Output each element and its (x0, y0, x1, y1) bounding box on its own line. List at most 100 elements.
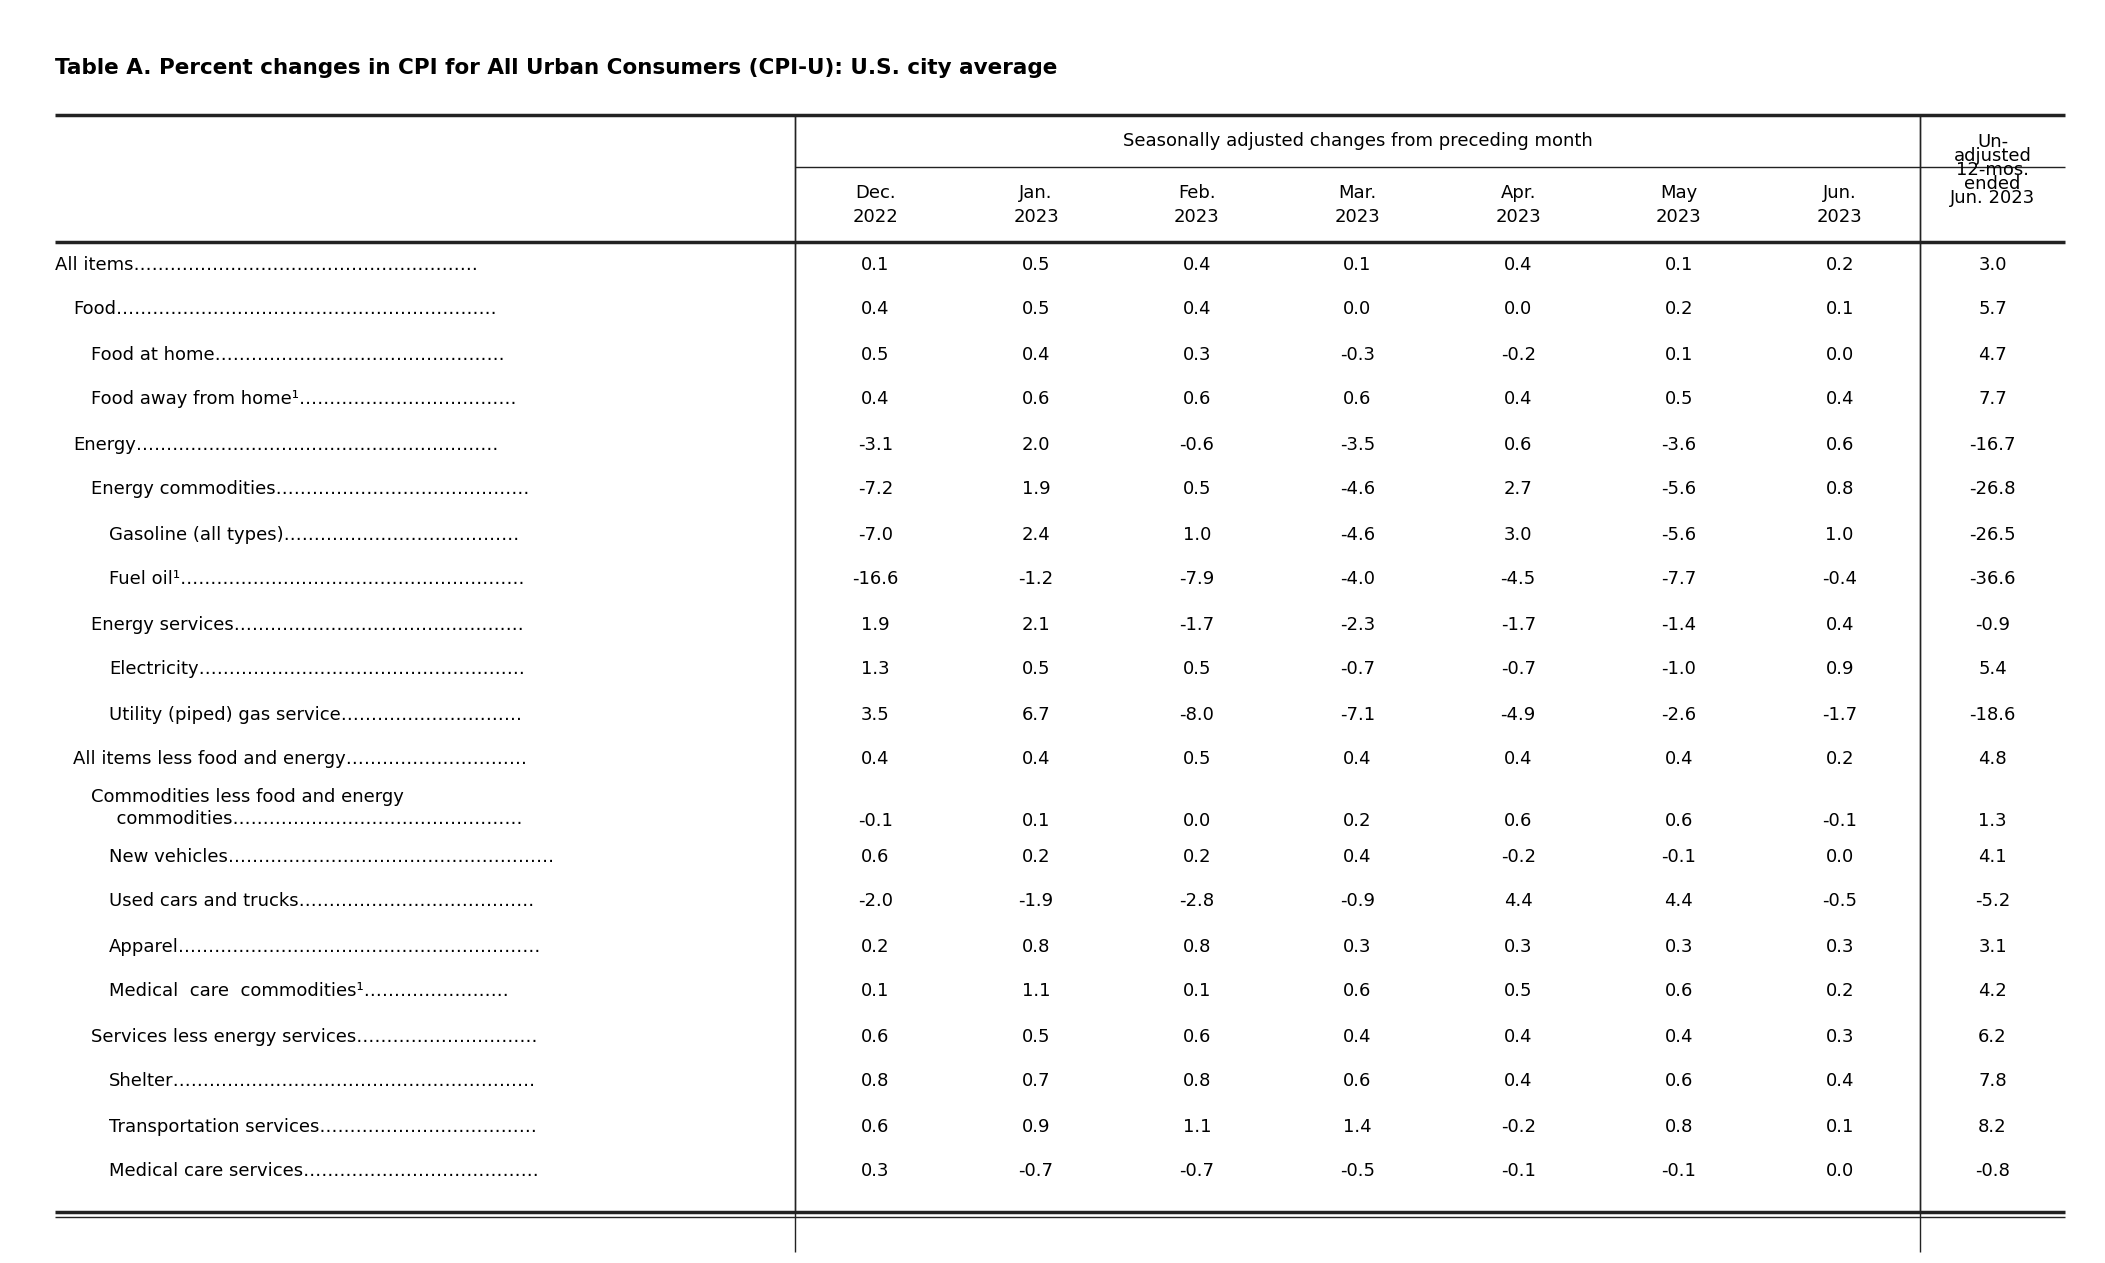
Text: 0.5: 0.5 (1183, 480, 1210, 499)
Text: Fuel oil¹…………………………………………………: Fuel oil¹………………………………………………… (109, 571, 524, 589)
Text: 0.0: 0.0 (1183, 812, 1210, 830)
Text: 3.1: 3.1 (1979, 937, 2006, 956)
Text: 0.3: 0.3 (1665, 937, 1692, 956)
Text: 0.7: 0.7 (1021, 1072, 1050, 1090)
Text: -3.6: -3.6 (1661, 436, 1697, 453)
Text: 0.0: 0.0 (1825, 847, 1855, 865)
Text: -4.5: -4.5 (1501, 571, 1537, 589)
Text: 0.2: 0.2 (1825, 750, 1855, 768)
Text: commodities…………………………………………: commodities………………………………………… (105, 810, 522, 829)
Text: 0.4: 0.4 (1021, 346, 1050, 364)
Text: 4.7: 4.7 (1979, 346, 2006, 364)
Text: 0.1: 0.1 (861, 255, 890, 274)
Text: 1.9: 1.9 (861, 615, 890, 634)
Text: Utility (piped) gas service…………………………: Utility (piped) gas service………………………… (109, 706, 522, 724)
Text: Food at home…………………………………………: Food at home………………………………………… (91, 346, 505, 364)
Text: 0.1: 0.1 (1665, 346, 1692, 364)
Text: 2023: 2023 (1335, 207, 1381, 226)
Text: -0.9: -0.9 (1341, 893, 1375, 911)
Text: All items less food and energy…………………………: All items less food and energy………………………… (74, 750, 526, 768)
Text: 0.6: 0.6 (1021, 390, 1050, 408)
Text: 2023: 2023 (1817, 207, 1863, 226)
Text: Used cars and trucks…………………………………: Used cars and trucks………………………………… (109, 893, 535, 911)
Text: -3.5: -3.5 (1341, 436, 1375, 453)
Text: 0.1: 0.1 (1665, 255, 1692, 274)
Text: 0.1: 0.1 (1183, 983, 1210, 1000)
Text: 0.3: 0.3 (1825, 937, 1855, 956)
Text: 0.4: 0.4 (1503, 390, 1532, 408)
Text: -1.2: -1.2 (1019, 571, 1055, 589)
Text: -16.6: -16.6 (853, 571, 899, 589)
Text: 4.4: 4.4 (1665, 893, 1692, 911)
Text: 2.0: 2.0 (1021, 436, 1050, 453)
Text: Medical  care  commodities¹……………………: Medical care commodities¹…………………… (109, 983, 509, 1000)
Text: 0.4: 0.4 (861, 301, 890, 318)
Text: 1.4: 1.4 (1343, 1118, 1372, 1135)
Text: 12-mos.: 12-mos. (1956, 160, 2029, 179)
Text: 1.0: 1.0 (1183, 525, 1210, 543)
Text: 0.8: 0.8 (1825, 480, 1855, 499)
Text: 0.4: 0.4 (1503, 255, 1532, 274)
Text: 0.3: 0.3 (1183, 346, 1210, 364)
Text: 0.5: 0.5 (1665, 390, 1692, 408)
Text: 4.4: 4.4 (1503, 893, 1532, 911)
Text: 0.1: 0.1 (1343, 255, 1372, 274)
Text: Shelter……………………………………………………: Shelter…………………………………………………… (109, 1072, 537, 1090)
Text: -0.5: -0.5 (1341, 1162, 1375, 1181)
Text: 0.1: 0.1 (861, 983, 890, 1000)
Text: 0.2: 0.2 (1021, 847, 1050, 865)
Text: 1.9: 1.9 (1021, 480, 1050, 499)
Text: 6.2: 6.2 (1979, 1028, 2006, 1046)
Text: 0.3: 0.3 (1503, 937, 1532, 956)
Text: -7.2: -7.2 (857, 480, 893, 499)
Text: -18.6: -18.6 (1970, 706, 2017, 724)
Text: Transportation services………………………………: Transportation services……………………………… (109, 1118, 537, 1135)
Text: 0.6: 0.6 (1343, 1072, 1372, 1090)
Text: Food………………………………………………………: Food……………………………………………………… (74, 301, 497, 318)
Text: Energy commodities……………………………………: Energy commodities…………………………………… (91, 480, 528, 499)
Text: -1.9: -1.9 (1019, 893, 1055, 911)
Text: -7.7: -7.7 (1661, 571, 1697, 589)
Text: 1.1: 1.1 (1021, 983, 1050, 1000)
Text: 0.2: 0.2 (1825, 255, 1855, 274)
Text: -0.8: -0.8 (1974, 1162, 2010, 1181)
Text: 0.4: 0.4 (1183, 301, 1210, 318)
Text: -0.3: -0.3 (1341, 346, 1375, 364)
Text: 0.3: 0.3 (861, 1162, 890, 1181)
Text: 0.6: 0.6 (1183, 390, 1210, 408)
Text: 0.4: 0.4 (1343, 1028, 1372, 1046)
Text: 0.6: 0.6 (1343, 390, 1372, 408)
Text: 0.2: 0.2 (1665, 301, 1692, 318)
Text: Jun.: Jun. (1823, 183, 1857, 202)
Text: 3.5: 3.5 (861, 706, 890, 724)
Text: adjusted: adjusted (1953, 147, 2031, 165)
Text: -1.7: -1.7 (1501, 615, 1537, 634)
Text: 4.8: 4.8 (1979, 750, 2006, 768)
Text: -0.1: -0.1 (1501, 1162, 1537, 1181)
Text: 7.8: 7.8 (1979, 1072, 2006, 1090)
Text: 0.5: 0.5 (1183, 661, 1210, 678)
Text: 2023: 2023 (1657, 207, 1701, 226)
Text: 0.6: 0.6 (1343, 983, 1372, 1000)
Text: -0.2: -0.2 (1501, 346, 1537, 364)
Text: -2.0: -2.0 (859, 893, 893, 911)
Text: 0.6: 0.6 (1825, 436, 1855, 453)
Text: 0.2: 0.2 (1825, 983, 1855, 1000)
Text: 0.4: 0.4 (861, 750, 890, 768)
Text: 0.1: 0.1 (1825, 1118, 1855, 1135)
Text: 6.7: 6.7 (1021, 706, 1050, 724)
Text: 0.8: 0.8 (1021, 937, 1050, 956)
Text: 0.5: 0.5 (861, 346, 890, 364)
Text: 0.8: 0.8 (1183, 937, 1210, 956)
Text: -26.8: -26.8 (1970, 480, 2017, 499)
Text: 0.4: 0.4 (1343, 847, 1372, 865)
Text: -1.7: -1.7 (1823, 706, 1857, 724)
Text: 0.4: 0.4 (861, 390, 890, 408)
Text: -7.9: -7.9 (1179, 571, 1215, 589)
Text: -0.5: -0.5 (1823, 893, 1857, 911)
Text: Apparel……………………………………………………: Apparel…………………………………………………… (109, 937, 541, 956)
Text: Table A. Percent changes in CPI for All Urban Consumers (CPI-U): U.S. city avera: Table A. Percent changes in CPI for All … (55, 58, 1057, 78)
Text: 0.1: 0.1 (1021, 812, 1050, 830)
Text: -1.0: -1.0 (1661, 661, 1697, 678)
Text: 2022: 2022 (853, 207, 899, 226)
